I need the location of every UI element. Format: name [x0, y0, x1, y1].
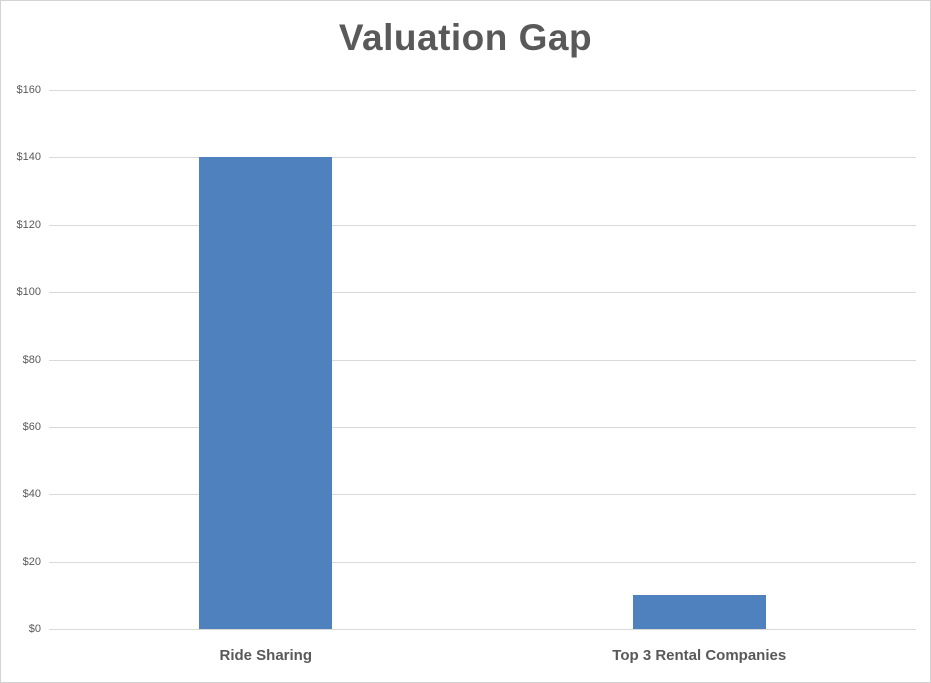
y-tick-label: $160 — [16, 84, 41, 96]
gridline — [49, 224, 916, 226]
y-tick-label: $80 — [22, 353, 41, 366]
gridline — [49, 359, 916, 361]
gridline — [49, 561, 916, 563]
y-tick-label: $100 — [16, 286, 41, 299]
y-tick-label: $40 — [22, 488, 41, 501]
y-tick-label: $140 — [16, 151, 41, 164]
gridline — [49, 292, 916, 294]
gridline — [49, 90, 916, 91]
y-tick-label: $20 — [22, 555, 41, 568]
y-tick-label: $120 — [16, 218, 41, 231]
gridline — [49, 157, 916, 159]
gridline — [49, 629, 916, 630]
bar-top-3-rental-companies — [632, 595, 766, 629]
x-category-label: Ride Sharing — [219, 647, 312, 664]
bar-ride-sharing — [199, 157, 333, 629]
y-tick-label: $60 — [22, 420, 41, 433]
gridline — [49, 426, 916, 428]
x-category-label: Top 3 Rental Companies — [612, 647, 787, 664]
chart-title: Valuation Gap — [338, 17, 593, 58]
gridline — [49, 494, 916, 496]
y-tick-label: $0 — [28, 623, 41, 635]
